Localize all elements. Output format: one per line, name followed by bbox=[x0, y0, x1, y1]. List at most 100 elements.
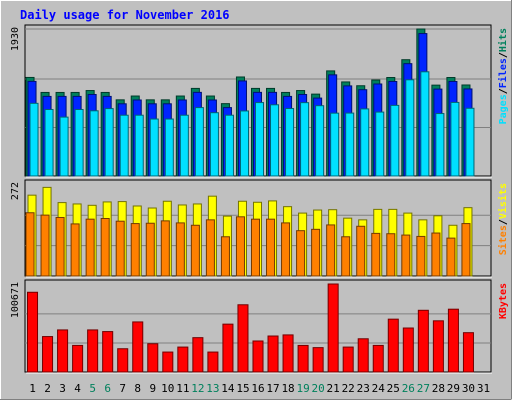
panel-kbytes-day-16 bbox=[252, 340, 264, 373]
bar-kbytes-24 bbox=[372, 344, 384, 373]
panel-hits-day-24 bbox=[371, 79, 385, 177]
bar-kbytes-26 bbox=[402, 327, 414, 373]
bar-kbytes-28 bbox=[432, 320, 444, 373]
panel-visits-day-22 bbox=[341, 217, 353, 277]
panel-hits-day-1 bbox=[25, 76, 39, 177]
x-tick-label-28: 28 bbox=[432, 382, 445, 395]
bar-sites-26-body bbox=[401, 234, 411, 277]
bar-pages-3-body bbox=[59, 116, 69, 177]
panel-kbytes-day-1 bbox=[27, 291, 39, 373]
bar-kbytes-4 bbox=[72, 344, 84, 373]
panel-hits-day-25 bbox=[386, 77, 400, 177]
bar-kbytes-15-body bbox=[237, 304, 249, 373]
bar-sites-10-body bbox=[160, 220, 170, 277]
bar-sites-25-body bbox=[386, 233, 396, 277]
x-tick-label-13: 13 bbox=[206, 382, 219, 395]
bar-pages-12-body bbox=[194, 107, 204, 177]
panel-kbytes-day-14 bbox=[222, 323, 234, 373]
bar-sites-24 bbox=[371, 232, 381, 277]
bar-kbytes-21 bbox=[327, 283, 339, 373]
panel-hits-day-22 bbox=[341, 81, 355, 177]
bar-kbytes-29-body bbox=[447, 308, 459, 373]
bar-kbytes-1-body bbox=[27, 291, 39, 373]
bar-pages-6-body bbox=[104, 108, 114, 177]
bar-kbytes-3-body bbox=[57, 329, 69, 373]
bar-pages-28 bbox=[435, 113, 445, 177]
bar-kbytes-23-body bbox=[357, 338, 369, 373]
bar-kbytes-25-body bbox=[387, 318, 399, 373]
bar-sites-3-body bbox=[55, 216, 65, 277]
bar-pages-2 bbox=[44, 109, 54, 177]
panel-kbytes-day-18 bbox=[282, 334, 294, 373]
panel-hits-day-26 bbox=[401, 59, 415, 177]
bar-pages-9-body bbox=[149, 118, 159, 177]
bar-kbytes-8-body bbox=[132, 321, 144, 373]
panel-kbytes-day-24 bbox=[372, 344, 384, 373]
bar-sites-4 bbox=[70, 223, 80, 277]
panel-kbytes-day-28 bbox=[432, 320, 444, 373]
bar-sites-27 bbox=[416, 235, 426, 277]
bar-sites-30 bbox=[461, 223, 471, 277]
legend-item-0: KBytes bbox=[498, 283, 509, 319]
panel-kbytes-day-12 bbox=[192, 337, 204, 373]
bar-pages-5-body bbox=[89, 110, 99, 177]
bar-kbytes-4-body bbox=[72, 344, 84, 373]
x-tick-label-24: 24 bbox=[372, 382, 386, 395]
panel-visits-day-21 bbox=[326, 209, 338, 277]
x-tick-label-29: 29 bbox=[447, 382, 460, 395]
x-tick-label-16: 16 bbox=[251, 382, 264, 395]
bar-pages-19 bbox=[300, 102, 310, 177]
bar-sites-14-body bbox=[220, 236, 230, 277]
bar-pages-19-body bbox=[300, 102, 310, 177]
bar-kbytes-22 bbox=[342, 346, 354, 373]
bar-sites-23 bbox=[356, 225, 366, 277]
x-tick-label-1: 1 bbox=[29, 382, 36, 395]
panel-kbytes: 100671 KBytes bbox=[10, 279, 509, 374]
panel-hits-day-13 bbox=[205, 95, 219, 177]
panel-hits-day-9 bbox=[145, 99, 159, 177]
x-tick-label-31: 31 bbox=[477, 382, 490, 395]
bar-sites-14 bbox=[220, 236, 230, 277]
bar-kbytes-9-body bbox=[147, 343, 159, 373]
panel-kbytes-day-15 bbox=[237, 304, 249, 373]
bar-sites-29-body bbox=[446, 237, 456, 277]
panel-hits-day-6 bbox=[100, 91, 114, 177]
chart-panels: 1930Pages/Files/Hits272Sites/Visits10067… bbox=[10, 24, 509, 374]
bar-kbytes-20 bbox=[312, 347, 324, 373]
bar-pages-21-body bbox=[330, 112, 340, 177]
bar-kbytes-14 bbox=[222, 323, 234, 373]
bar-kbytes-29 bbox=[447, 308, 459, 373]
panel-kbytes-day-23 bbox=[357, 338, 369, 373]
panel-hits-day-23 bbox=[356, 85, 370, 177]
x-tick-label-5: 5 bbox=[89, 382, 96, 395]
panel-visits-day-8 bbox=[130, 205, 142, 277]
panel-kbytes-day-25 bbox=[387, 318, 399, 373]
bar-sites-9-body bbox=[145, 222, 155, 277]
bar-kbytes-17-body bbox=[267, 335, 279, 373]
panel-visits-day-3 bbox=[55, 202, 67, 277]
x-tick-label-18: 18 bbox=[281, 382, 294, 395]
bar-sites-28-body bbox=[431, 232, 441, 277]
panel-hits-legend: Pages/Files/Hits bbox=[497, 28, 509, 124]
bar-sites-1 bbox=[25, 212, 35, 277]
bar-kbytes-11-body bbox=[177, 346, 189, 373]
x-tick-label-3: 3 bbox=[59, 382, 66, 395]
bar-pages-1 bbox=[29, 102, 39, 177]
bar-kbytes-13 bbox=[207, 351, 219, 373]
panel-visits-day-23 bbox=[356, 219, 368, 277]
bar-pages-14-body bbox=[224, 114, 234, 177]
bar-sites-26 bbox=[401, 234, 411, 277]
panel-hits-day-5 bbox=[85, 90, 99, 177]
bar-sites-15-body bbox=[235, 216, 245, 277]
panel-hits-day-16 bbox=[250, 87, 265, 177]
panel-kbytes-day-17 bbox=[267, 335, 279, 373]
panel-visits-day-25 bbox=[386, 208, 398, 277]
x-tick-label-21: 21 bbox=[327, 382, 340, 395]
panel-visits-day-6 bbox=[100, 201, 112, 277]
bar-kbytes-26-body bbox=[402, 327, 414, 373]
bar-kbytes-24-body bbox=[372, 344, 384, 373]
panel-kbytes-day-2 bbox=[42, 336, 54, 373]
bar-pages-18-body bbox=[285, 108, 295, 177]
bar-pages-22 bbox=[345, 112, 355, 177]
